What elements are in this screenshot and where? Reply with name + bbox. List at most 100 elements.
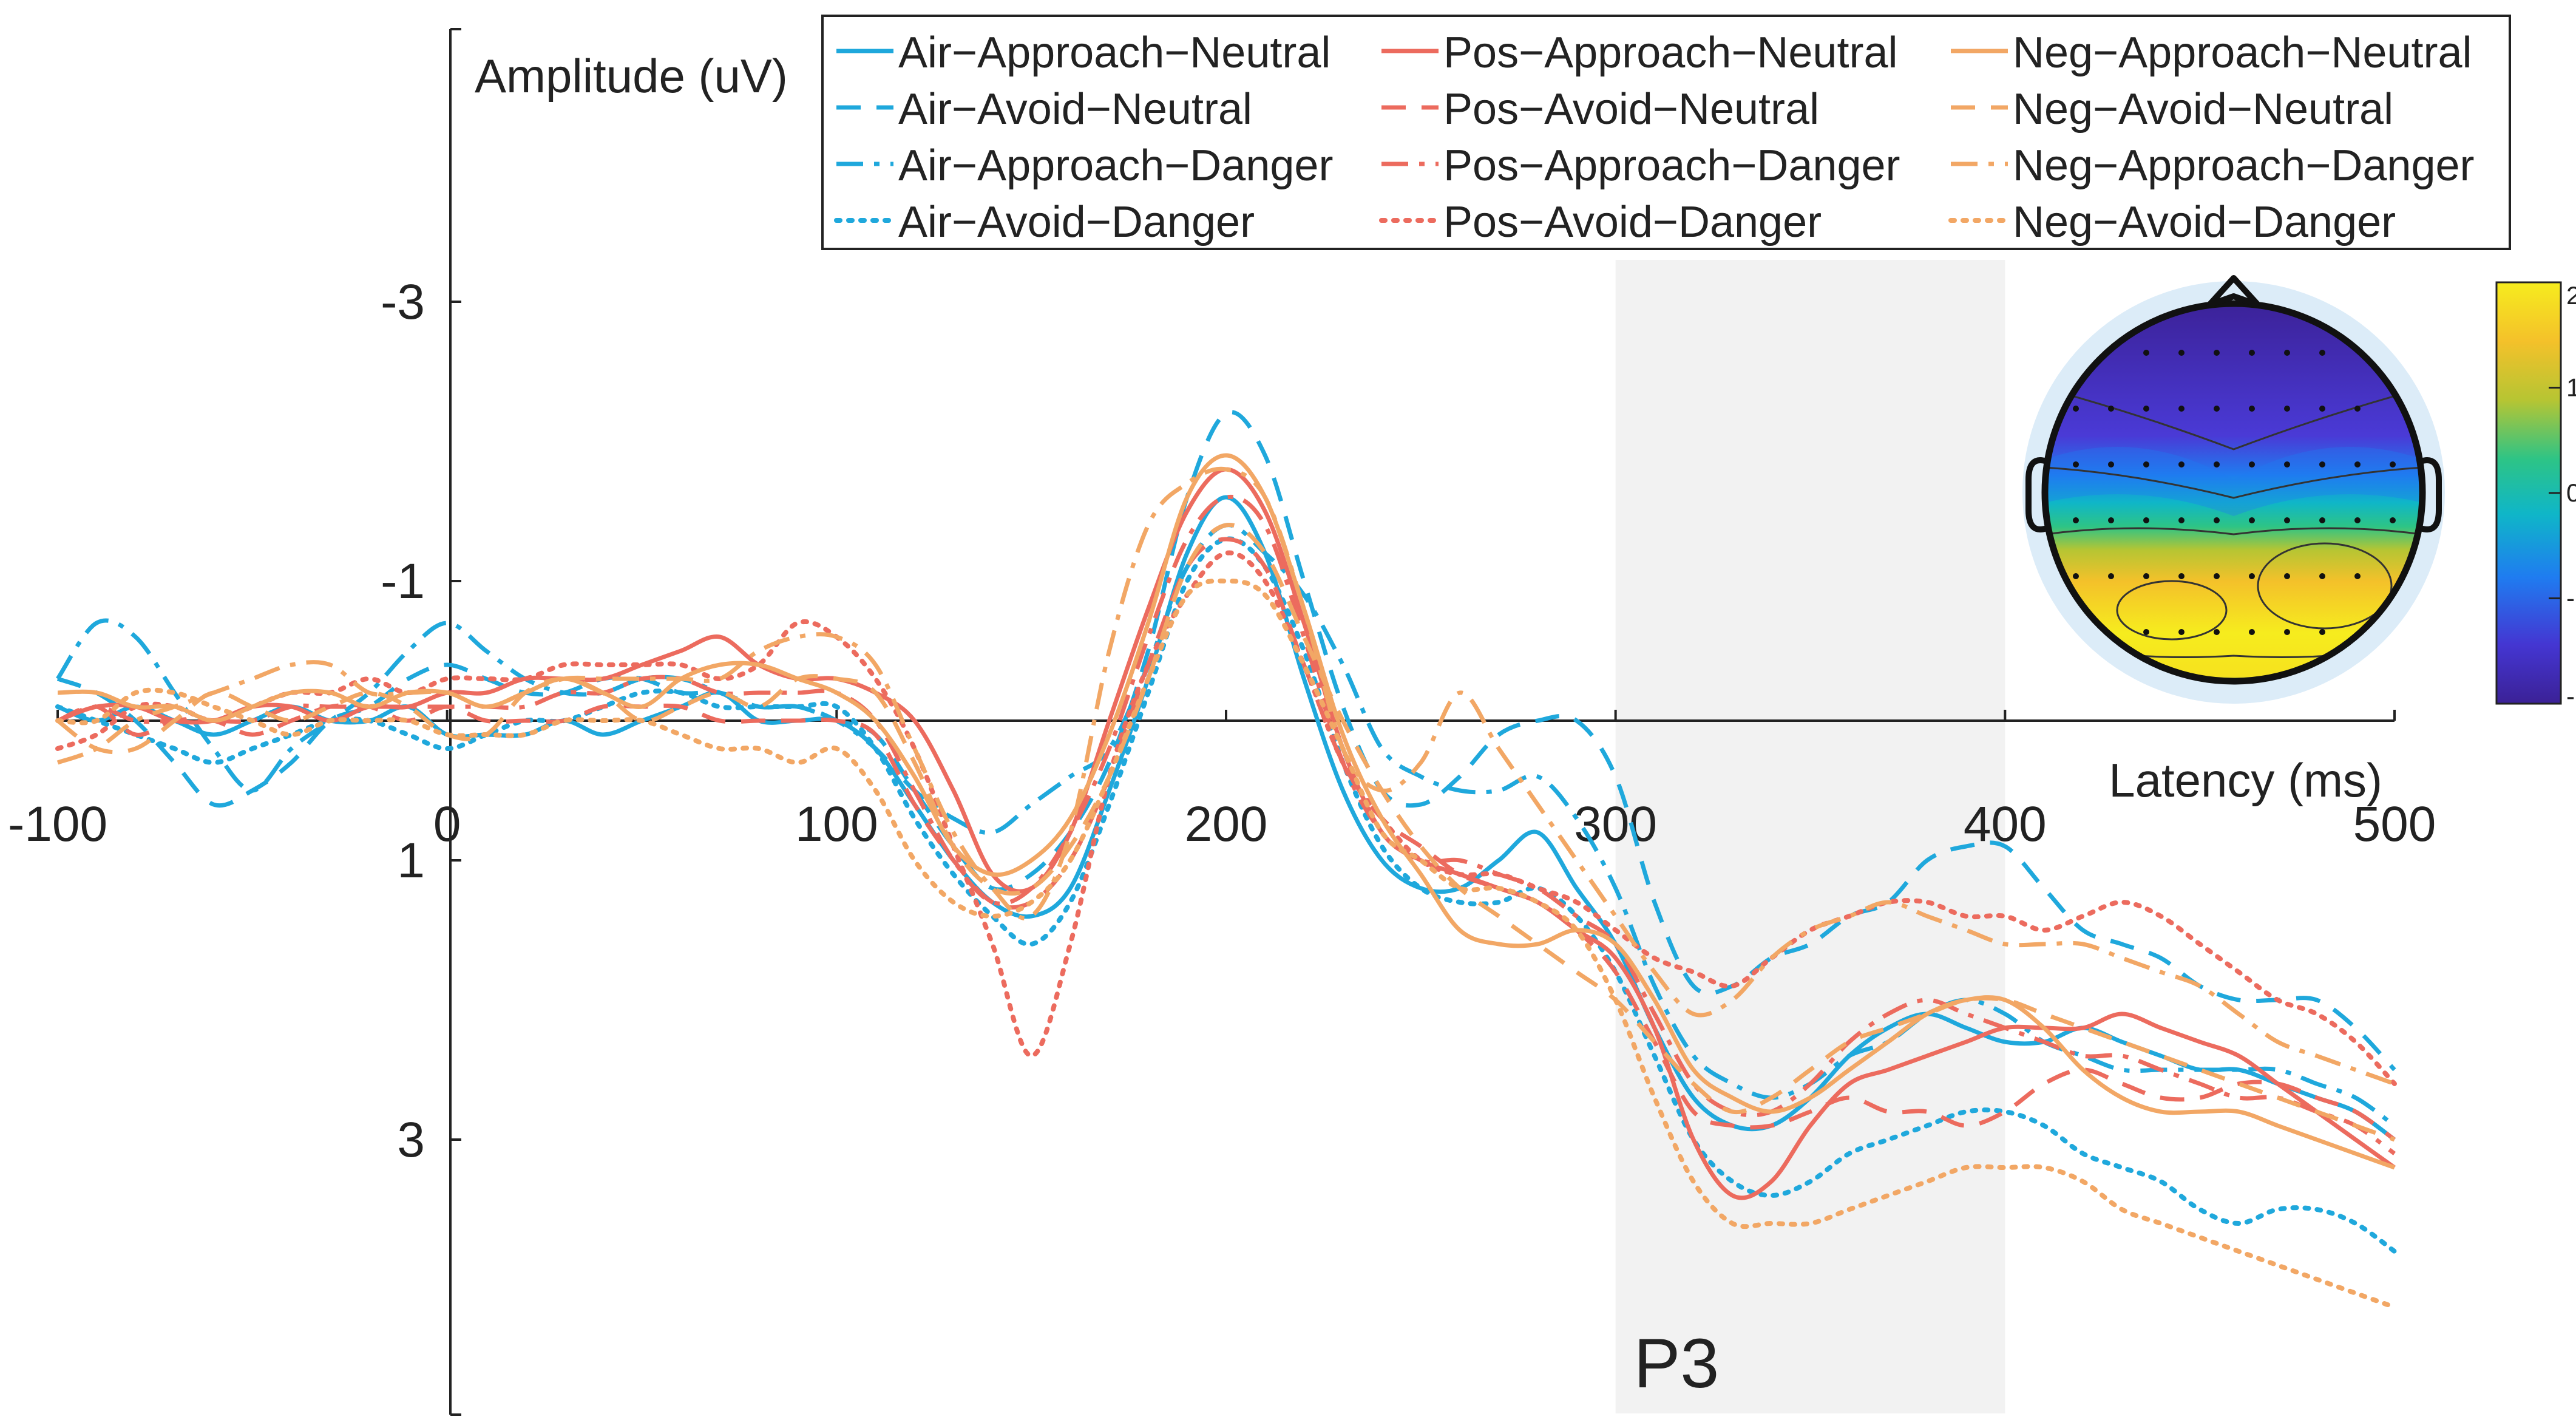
x-tick-label: 100 [795, 797, 878, 852]
series-line-neg-approach-danger [56, 466, 2396, 1086]
y-axis-tick-labels: -3 -1 1 3 [381, 274, 461, 1168]
colorbar-tick-labels: 2 1 0 -1 -2 [2549, 281, 2576, 710]
topomap-contour [2257, 542, 2393, 630]
topomap-band [2045, 447, 2422, 516]
x-axis-tick-labels: -100 0 100 200 300 400 500 [8, 710, 2436, 852]
legend-entry: Pos−Avoid−Neutral [1381, 85, 1819, 134]
legend-entry: Air−Approach−Danger [836, 141, 1333, 190]
left-ear-outline [2025, 457, 2048, 532]
y-tick-label: -1 [381, 554, 425, 609]
topomap-electrodes [2073, 350, 2396, 635]
series-line-neg-avoid-danger [55, 578, 2397, 1310]
electrode-dot [2249, 573, 2255, 579]
electrode-dot [2354, 573, 2361, 579]
electrode-dot [2143, 350, 2149, 356]
electrode-dot [2073, 573, 2079, 579]
x-axis-label: Latency (ms) [2109, 753, 2382, 807]
x-tick-label: 300 [1574, 797, 1657, 852]
electrode-dot [2319, 350, 2325, 356]
electrode-dot [2284, 573, 2290, 579]
x-tick-label: 200 [1185, 797, 1268, 852]
electrode-dot [2319, 406, 2325, 412]
legend-label: Neg−Approach−Danger [2013, 141, 2475, 190]
legend-label: Air−Approach−Danger [898, 141, 1333, 190]
electrode-dot [2284, 517, 2290, 523]
legend-entry: Neg−Approach−Danger [1951, 141, 2475, 190]
series-line-neg-avoid-neutral [56, 523, 2396, 1142]
electrode-dot [2143, 573, 2149, 579]
electrode-dot [2354, 406, 2361, 412]
legend-label: Neg−Avoid−Danger [2013, 198, 2396, 246]
electrode-dot [2073, 517, 2079, 523]
y-tick-label: 3 [397, 1112, 425, 1168]
colorbar: 2 1 0 -1 -2 [2495, 281, 2576, 710]
legend-box [821, 15, 2511, 250]
legend-entry: Air−Approach−Neutral [836, 29, 1330, 77]
electrode-dot [2319, 629, 2325, 635]
series-line-pos-avoid-neutral [56, 537, 2396, 1141]
legend-label: Air−Avoid−Danger [898, 198, 1255, 246]
electrode-dot [2108, 573, 2114, 579]
electrode-dot [2284, 629, 2290, 635]
electrode-dot [2073, 406, 2079, 412]
scalp-topography-map [2022, 275, 2445, 704]
electrode-dot [2178, 461, 2185, 467]
topomap-contour [2116, 580, 2228, 641]
electrode-dot [2143, 517, 2149, 523]
p3-highlight-window [1615, 260, 2005, 1413]
electrode-dot [2214, 350, 2220, 356]
electrode-dot [2143, 461, 2149, 467]
legend-label: Pos−Avoid−Neutral [1443, 85, 1819, 134]
right-ear-outline [2419, 457, 2442, 532]
x-tick-label: 400 [1964, 797, 2047, 852]
legend-entry: Air−Avoid−Neutral [836, 85, 1252, 134]
y-axis-label: Amplitude (uV) [475, 49, 788, 103]
p3-window-label: P3 [1634, 1325, 1720, 1402]
legend-entry: Pos−Approach−Danger [1381, 141, 1900, 190]
electrode-dot [2214, 629, 2220, 635]
colorbar-tick-label: 1 [2566, 373, 2576, 402]
electrode-dot [2390, 461, 2396, 467]
colorbar-tick-label: 0 [2566, 478, 2576, 507]
electrode-dot [2249, 517, 2255, 523]
electrode-dot [2390, 517, 2396, 523]
topomap-fill [2045, 304, 2422, 681]
topomap-contour [2045, 527, 2422, 536]
electrode-dot [2178, 406, 2185, 412]
electrode-dot [2354, 461, 2361, 467]
series-line-air-avoid-danger [55, 536, 2397, 1254]
legend-entry: Neg−Avoid−Danger [1948, 198, 2396, 246]
series-line-pos-approach-danger [56, 494, 2396, 1155]
x-tick-label: 0 [433, 797, 461, 852]
series-lines [55, 410, 2397, 1310]
electrode-dot [2284, 406, 2290, 412]
electrode-dot [2214, 573, 2220, 579]
electrode-dot [2073, 461, 2079, 467]
head-outline [2041, 300, 2426, 685]
electrode-dot [2178, 573, 2185, 579]
electrode-dot [2178, 350, 2185, 356]
series-line-air-avoid-neutral [56, 410, 2396, 1072]
electrode-dot [2108, 461, 2114, 467]
electrode-dot [2249, 350, 2255, 356]
legend-label: Air−Approach−Neutral [898, 29, 1330, 77]
x-tick-label: -100 [8, 797, 107, 852]
electrode-dot [2319, 461, 2325, 467]
y-tick-label: 1 [397, 833, 425, 888]
nose-outline [2206, 275, 2261, 308]
electrode-dot [2319, 517, 2325, 523]
electrode-dot [2249, 406, 2255, 412]
colorbar-tick-label: -2 [2566, 682, 2576, 710]
legend-entry: Air−Avoid−Danger [834, 198, 1255, 246]
topomap-contour [2045, 466, 2422, 499]
electrode-dot [2249, 461, 2255, 467]
legend-entry: Pos−Avoid−Danger [1379, 198, 1822, 246]
electrode-dot [2284, 461, 2290, 467]
y-tick-label: -3 [381, 274, 425, 330]
electrode-dot [2143, 406, 2149, 412]
electrode-dot [2214, 406, 2220, 412]
legend-label: Pos−Avoid−Danger [1443, 198, 1822, 246]
electrode-dot [2249, 629, 2255, 635]
electrode-dot [2108, 517, 2114, 523]
